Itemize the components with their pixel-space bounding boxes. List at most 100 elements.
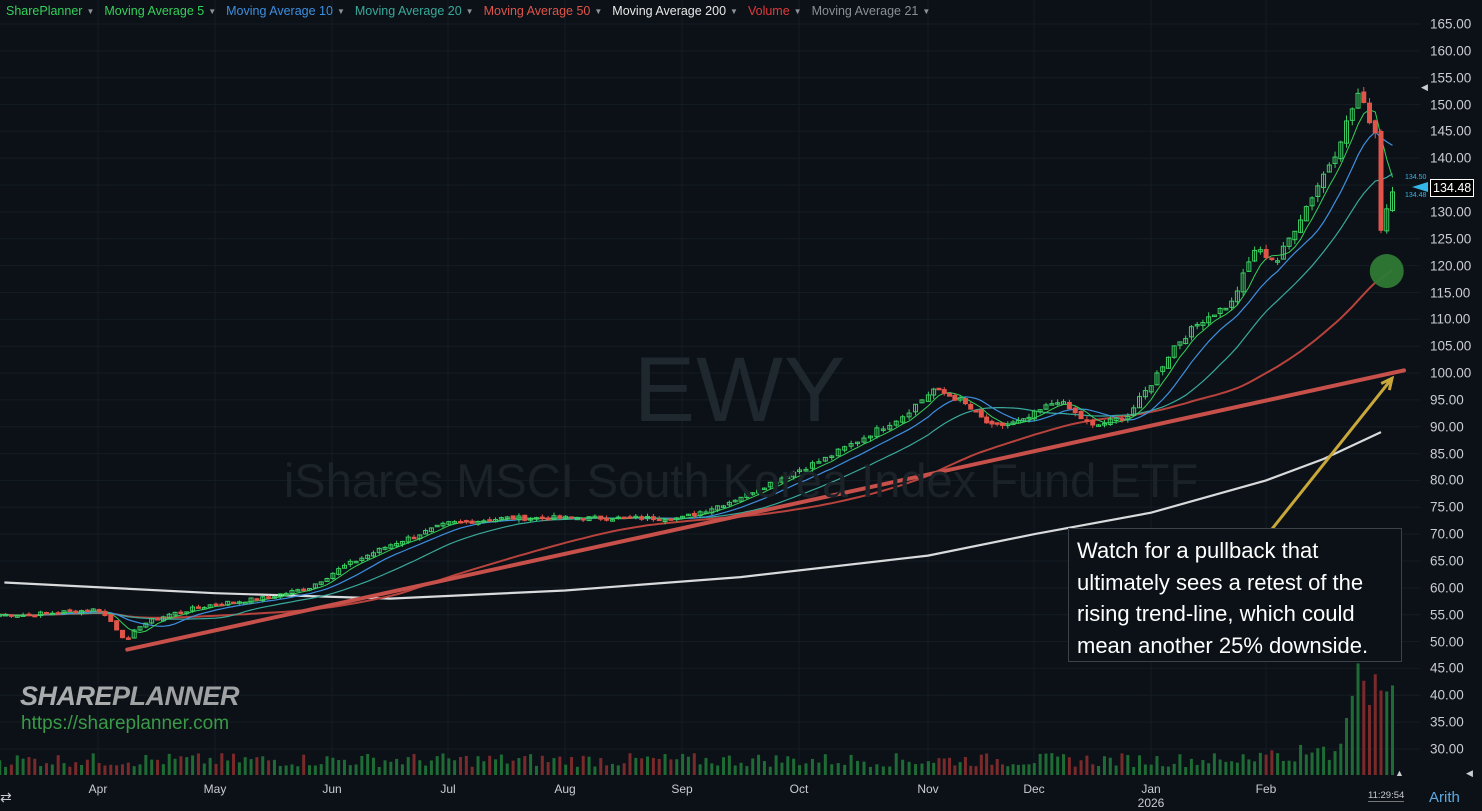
- candle-body: [324, 578, 330, 582]
- month-tick: Jun: [322, 782, 342, 796]
- volume-bar: [494, 759, 498, 775]
- volume-bar: [646, 756, 650, 775]
- chevron-down-icon[interactable]: ▼: [922, 6, 931, 16]
- candle-body: [633, 515, 639, 519]
- volume-bar: [1264, 754, 1268, 775]
- candle-body: [266, 596, 272, 599]
- candle-body: [1234, 290, 1240, 303]
- chevron-down-icon[interactable]: ▼: [594, 6, 603, 16]
- legend-item[interactable]: SharePlanner ▼: [6, 4, 94, 18]
- volume-bar: [1218, 759, 1222, 775]
- volume-bar: [733, 765, 737, 775]
- volume-bar: [727, 755, 731, 775]
- volume-bar: [360, 755, 364, 775]
- candle-body: [32, 614, 38, 618]
- candle-body: [1101, 422, 1107, 426]
- candle-body: [260, 596, 266, 601]
- candle-body: [919, 399, 925, 404]
- candle-body: [887, 424, 893, 430]
- chevron-down-icon[interactable]: ▼: [793, 6, 802, 16]
- legend-item[interactable]: Volume ▼: [748, 4, 802, 18]
- volume-bar: [1120, 753, 1124, 775]
- volume-bar: [963, 756, 967, 775]
- volume-bar: [1287, 760, 1291, 775]
- candle-body: [674, 517, 680, 521]
- volume-bar: [810, 758, 814, 775]
- volume-bar: [1333, 751, 1337, 775]
- scale-mode-toggle[interactable]: Arith: [1429, 789, 1460, 806]
- candle-body: [726, 501, 732, 506]
- candle-body: [803, 468, 809, 472]
- volume-bar: [710, 763, 714, 775]
- candle-body: [1171, 345, 1177, 358]
- candle-body: [1211, 314, 1217, 318]
- candle-body: [207, 604, 213, 608]
- legend-item[interactable]: Moving Average 5 ▼: [104, 4, 216, 18]
- volume-bar: [144, 755, 148, 775]
- candle-body: [1107, 418, 1113, 425]
- candle-body: [1160, 366, 1166, 372]
- scroll-up-icon[interactable]: ◀: [1421, 82, 1428, 92]
- volume-bar: [836, 763, 840, 775]
- candle-body: [160, 616, 166, 622]
- candle-body: [533, 517, 539, 520]
- chevron-down-icon[interactable]: ▼: [336, 6, 345, 16]
- volume-bar: [80, 764, 84, 775]
- legend-item[interactable]: Moving Average 10 ▼: [226, 4, 345, 18]
- candle-body: [936, 387, 942, 391]
- price-axis[interactable]: 165.00160.00155.00150.00145.00140.00135.…: [1422, 0, 1482, 811]
- candle-body: [691, 512, 697, 516]
- volume-bar: [610, 763, 614, 775]
- candle-body: [1252, 249, 1258, 262]
- candle-body: [797, 469, 803, 473]
- scroll-to-end-icon[interactable]: ▲: [1395, 768, 1404, 778]
- candle-body: [822, 456, 828, 462]
- chevron-down-icon[interactable]: ▼: [730, 6, 738, 16]
- candle-body: [829, 455, 835, 458]
- volume-bar: [716, 765, 720, 775]
- price-tick: 55.00: [1430, 607, 1464, 623]
- candle-body: [557, 515, 563, 519]
- volume-bar: [109, 764, 113, 775]
- candle-body: [586, 516, 592, 522]
- legend-item[interactable]: Moving Average 200 ▼: [612, 4, 738, 18]
- volume-bar: [429, 760, 433, 775]
- candle-body: [125, 637, 131, 640]
- chevron-down-icon[interactable]: ▼: [465, 6, 474, 16]
- legend-item[interactable]: Moving Average 21 ▼: [812, 4, 931, 18]
- price-tick: 155.00: [1430, 70, 1472, 86]
- chevron-down-icon[interactable]: ▼: [208, 6, 217, 16]
- volume-bar: [1189, 758, 1193, 775]
- month-tick: Apr: [88, 782, 108, 796]
- candle-body: [994, 422, 1000, 425]
- candle-body: [842, 446, 848, 451]
- month-tick: May: [203, 782, 227, 796]
- volume-bar: [167, 753, 171, 775]
- chart-settings-icon[interactable]: ⇄: [0, 789, 12, 805]
- volume-bar: [126, 762, 130, 775]
- annotation-note[interactable]: Watch for a pullback that ultimately see…: [1068, 528, 1402, 662]
- legend-item[interactable]: Moving Average 20 ▼: [355, 4, 474, 18]
- axis-menu-icon[interactable]: ◀: [1466, 768, 1473, 778]
- volume-bar: [937, 758, 941, 775]
- candle-body: [277, 593, 283, 598]
- volume-bar: [985, 753, 989, 775]
- candlesticks: [0, 87, 1395, 640]
- volume-bar: [1339, 743, 1343, 775]
- shareplanner-url[interactable]: https://shareplanner.com: [21, 713, 230, 734]
- arrow-head: [1380, 375, 1395, 391]
- volume-bar: [622, 763, 626, 775]
- volume-bar: [875, 764, 879, 775]
- volume-bar: [881, 766, 885, 775]
- volume-bar: [302, 754, 306, 775]
- volume-bar: [1270, 750, 1274, 775]
- legend-item[interactable]: Moving Average 50 ▼: [484, 4, 603, 18]
- candle-body: [563, 515, 569, 520]
- chevron-down-icon[interactable]: ▼: [86, 6, 95, 16]
- volume-bar: [447, 758, 451, 775]
- candle-body: [405, 536, 411, 543]
- legend-item-label: Moving Average 5: [104, 4, 205, 18]
- candle-body: [1131, 407, 1137, 417]
- month-tick: Jul: [440, 782, 456, 796]
